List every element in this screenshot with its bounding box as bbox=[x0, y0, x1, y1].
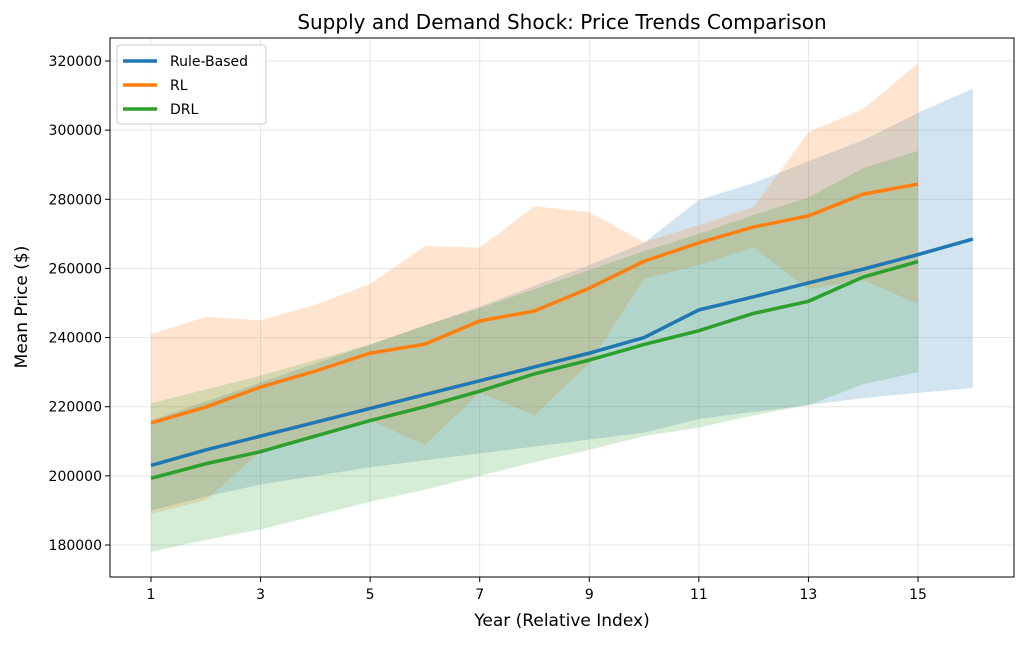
y-axis-label: Mean Price ($) bbox=[12, 246, 32, 369]
x-tick-label: 9 bbox=[585, 587, 594, 603]
x-tick-label: 3 bbox=[256, 587, 265, 603]
x-tick-label: 11 bbox=[690, 587, 708, 603]
x-tick-label: 7 bbox=[475, 587, 484, 603]
legend-label: Rule-Based bbox=[170, 54, 248, 70]
y-tick-label: 220000 bbox=[49, 400, 102, 416]
y-tick-label: 320000 bbox=[49, 54, 102, 70]
legend-label: RL bbox=[170, 78, 188, 94]
x-tick-label: 1 bbox=[147, 587, 156, 603]
x-axis-label: Year (Relative Index) bbox=[473, 611, 649, 631]
y-axis: 180000 200000 220000 240000 260000 280000 3000… bbox=[49, 54, 110, 554]
legend-label: DRL bbox=[170, 102, 199, 118]
confidence-bands bbox=[151, 63, 973, 552]
y-tick-label: 200000 bbox=[49, 469, 102, 485]
x-tick-label: 15 bbox=[909, 587, 927, 603]
x-tick-label: 5 bbox=[366, 587, 375, 603]
chart-title: Supply and Demand Shock: Price Trends Co… bbox=[297, 10, 826, 34]
y-tick-label: 260000 bbox=[49, 261, 102, 277]
y-tick-label: 240000 bbox=[49, 331, 102, 347]
y-tick-label: 300000 bbox=[49, 123, 102, 139]
legend: Rule-Based RL DRL bbox=[117, 45, 266, 124]
y-tick-label: 180000 bbox=[49, 538, 102, 554]
y-tick-label: 280000 bbox=[49, 192, 102, 208]
x-tick-label: 13 bbox=[800, 587, 818, 603]
